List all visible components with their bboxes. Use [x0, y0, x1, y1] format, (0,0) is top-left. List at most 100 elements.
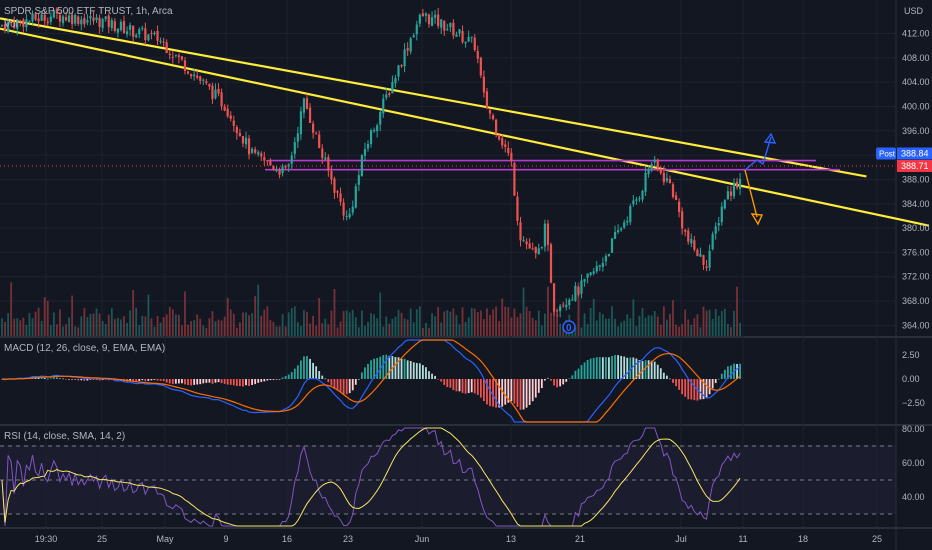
volume-bar [59, 309, 61, 336]
macd-histogram-bar [46, 378, 49, 380]
volume-bar [98, 313, 101, 336]
volume-bar [635, 326, 638, 336]
macd-histogram-bar [534, 379, 537, 398]
symbol-title: SPDR S&P 500 ETF TRUST, 1h, Arca [4, 6, 173, 17]
candle-body [409, 38, 412, 52]
candle-body [510, 152, 513, 162]
candle-body [739, 178, 742, 189]
candle-body [394, 78, 397, 84]
volume-bar [324, 318, 327, 336]
macd-histogram-bar [281, 377, 284, 379]
volume-bar [318, 297, 321, 336]
volume-bar [486, 308, 488, 336]
macd-histogram-bar [714, 379, 717, 384]
candle-body [305, 98, 309, 109]
volume-bar [171, 309, 174, 336]
volume-bar [379, 292, 382, 336]
candle-body [354, 186, 357, 208]
volume-bar [232, 313, 235, 336]
volume-bar [83, 308, 86, 336]
volume-bar [476, 311, 479, 336]
macd-histogram-bar [382, 355, 385, 379]
candle-body [196, 75, 199, 78]
macd-histogram-bar [357, 379, 360, 380]
candle-body [668, 179, 672, 184]
macd-histogram-bar [498, 379, 501, 408]
macd-histogram-bar [720, 373, 723, 379]
candle-body [598, 265, 601, 267]
volume-bar [80, 316, 83, 336]
price-axis-tick: 404.00 [902, 77, 930, 87]
macd-histogram-bar [37, 377, 40, 379]
macd-histogram-bar [687, 379, 690, 400]
volume-bar [10, 282, 13, 336]
macd-histogram-bar [739, 363, 741, 379]
macd-histogram-bar [217, 379, 220, 383]
macd-histogram-bar [434, 375, 436, 379]
macd-histogram-bar [592, 357, 595, 379]
volume-bar [126, 322, 128, 336]
volume-bar [623, 320, 626, 336]
candle-body [247, 138, 251, 155]
candle-body [177, 55, 180, 58]
macd-histogram-bar [403, 358, 406, 379]
volume-bar [507, 307, 510, 336]
volume-bar [513, 308, 516, 336]
macd-histogram-bar [589, 358, 592, 379]
candle-body [74, 15, 77, 24]
macd-histogram-bar [327, 379, 330, 383]
candle-body [308, 107, 312, 123]
candle-body [574, 285, 577, 301]
candle-body [653, 159, 656, 163]
candle-body [665, 178, 668, 182]
volume-bar [659, 324, 662, 336]
macd-histogram-bar [278, 379, 281, 380]
candle-body [232, 120, 235, 126]
volume-bar [28, 313, 31, 336]
volume-bar [690, 324, 693, 336]
candle-body [549, 244, 553, 283]
macd-histogram-bar [556, 379, 558, 388]
price-axis-tick: 384.00 [902, 199, 930, 209]
macd-histogram-bar [659, 368, 662, 379]
macd-histogram-bar [455, 379, 458, 392]
candle-body [687, 230, 690, 242]
volume-bar [107, 314, 110, 336]
macd-histogram-bar [693, 379, 696, 401]
volume-bar [544, 313, 546, 336]
macd-histogram-bar [583, 362, 586, 379]
volume-bar [403, 318, 406, 336]
macd-histogram-bar [257, 379, 260, 383]
volume-bar [400, 312, 403, 336]
candle-body [312, 123, 315, 133]
macd-histogram-bar [544, 379, 546, 381]
macd-histogram-bar [284, 376, 287, 379]
volume-bar [684, 309, 687, 336]
volume-bar [330, 310, 333, 336]
candle-body [284, 166, 287, 168]
macd-histogram-bar [168, 379, 171, 384]
volume-bar [159, 322, 162, 336]
volume-bar [675, 324, 677, 336]
candle-body [629, 206, 632, 223]
volume-bar [614, 318, 616, 336]
time-axis-tick: 11 [738, 534, 747, 544]
macd-histogram-bar [138, 379, 141, 382]
volume-bar [263, 309, 266, 336]
volume-bar [22, 317, 25, 336]
candle-body [702, 255, 705, 265]
candle-body [415, 24, 418, 35]
candle-body [22, 19, 25, 27]
volume-bar [589, 307, 592, 336]
candle-body [226, 108, 229, 117]
macd-histogram-bar [486, 379, 488, 405]
candle-body [580, 280, 583, 294]
volume-bar [165, 314, 168, 336]
macd-histogram-bar [540, 379, 543, 389]
time-axis-tick: 23 [343, 534, 353, 544]
volume-bar [95, 308, 98, 336]
volume-bar [293, 306, 296, 336]
macd-histogram-bar [684, 379, 687, 397]
volume-bar [223, 316, 226, 336]
